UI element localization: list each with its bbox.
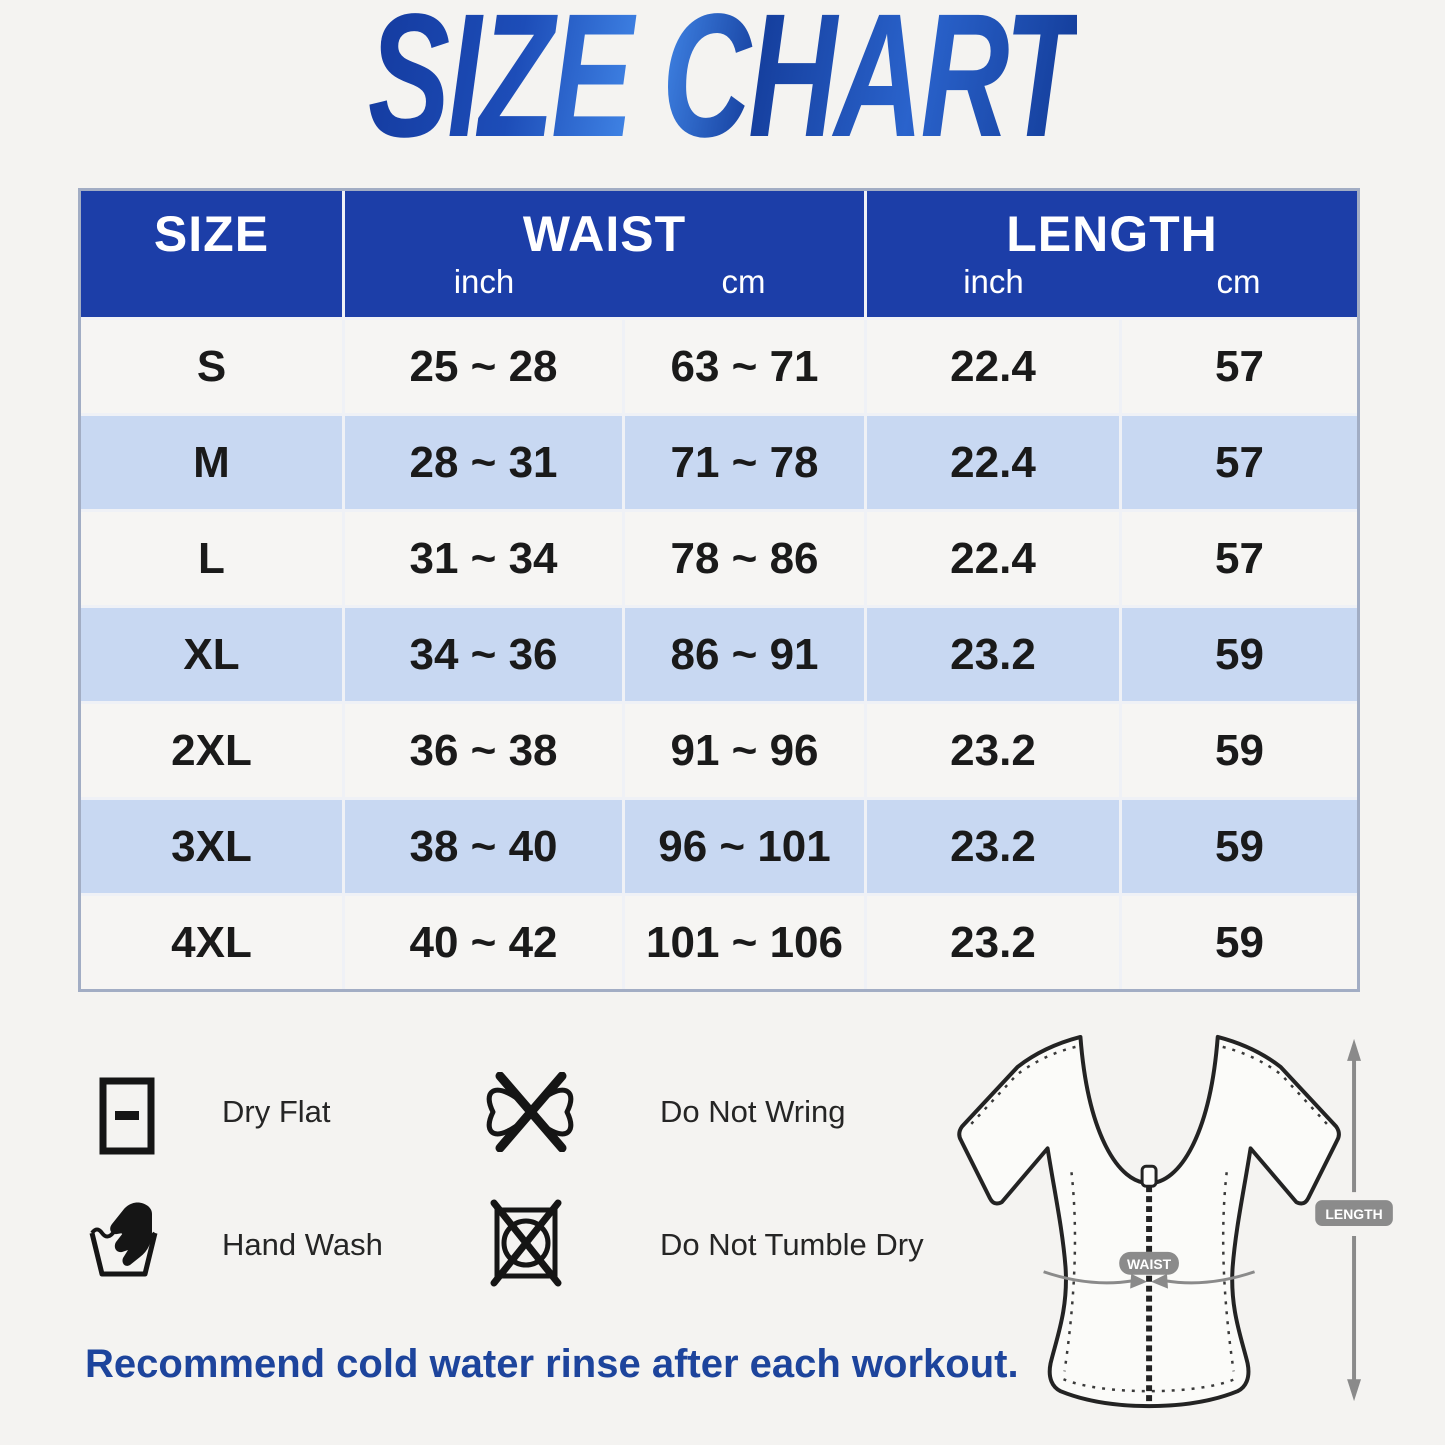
length-unit-inch: inch xyxy=(963,263,1024,300)
cell-waist-inch: 31 ~ 34 xyxy=(345,512,622,605)
waist-unit-cm: cm xyxy=(721,263,766,300)
cell-length-cm: 59 xyxy=(1122,800,1357,893)
cell-waist-cm: 86 ~ 91 xyxy=(625,608,864,701)
cell-waist-inch: 38 ~ 40 xyxy=(345,800,622,893)
page-title: SIZE CHART xyxy=(368,0,1080,164)
cell-waist-cm: 78 ~ 86 xyxy=(625,512,864,605)
hand-wash-icon xyxy=(88,1200,158,1278)
waist-unit-inch: inch xyxy=(453,263,515,300)
cell-size: M xyxy=(81,416,342,509)
zipper-pull xyxy=(1140,1164,1158,1188)
cell-waist-cm: 101 ~ 106 xyxy=(625,896,864,989)
cell-size: L xyxy=(81,512,342,605)
table-header-length: LENGTH inch cm xyxy=(867,191,1357,317)
garment-figure: WAIST LENGTH xyxy=(935,1025,1395,1423)
header-waist-units: inch cm xyxy=(345,263,864,301)
waist-badge xyxy=(1119,1251,1179,1275)
cell-waist-cm: 63 ~ 71 xyxy=(625,320,864,413)
dry-flat-icon xyxy=(98,1076,156,1156)
cell-waist-cm: 91 ~ 96 xyxy=(625,704,864,797)
waist-arrows xyxy=(1043,1270,1256,1285)
size-table: SIZE WAIST inch cm LENGTH inch cm S 25 ~… xyxy=(78,188,1360,992)
cell-length-cm: 57 xyxy=(1122,416,1357,509)
cell-size: XL xyxy=(81,608,342,701)
care-label-do-not-wring: Do Not Wring xyxy=(660,1094,846,1129)
do-not-wring-icon xyxy=(478,1071,582,1153)
care-label-dry-flat: Dry Flat xyxy=(222,1094,331,1129)
care-label-do-not-tumble-dry: Do Not Tumble Dry xyxy=(660,1227,924,1262)
cell-length-inch: 22.4 xyxy=(867,512,1119,605)
cell-length-inch: 23.2 xyxy=(867,608,1119,701)
cell-length-cm: 57 xyxy=(1122,320,1357,413)
care-label-hand-wash: Hand Wash xyxy=(222,1227,383,1262)
cell-length-cm: 57 xyxy=(1122,512,1357,605)
cell-waist-inch: 25 ~ 28 xyxy=(345,320,622,413)
cell-waist-cm: 71 ~ 78 xyxy=(625,416,864,509)
cell-waist-inch: 36 ~ 38 xyxy=(345,704,622,797)
header-length-units: inch cm xyxy=(867,263,1357,301)
header-waist-label: WAIST xyxy=(522,206,687,262)
cell-length-inch: 22.4 xyxy=(867,320,1119,413)
cell-length-cm: 59 xyxy=(1122,704,1357,797)
cell-size: 3XL xyxy=(81,800,342,893)
cell-length-inch: 23.2 xyxy=(867,800,1119,893)
cell-waist-inch: 40 ~ 42 xyxy=(345,896,622,989)
length-badge xyxy=(1315,1200,1393,1226)
cell-length-inch: 23.2 xyxy=(867,896,1119,989)
cell-waist-inch: 28 ~ 31 xyxy=(345,416,622,509)
cell-waist-inch: 34 ~ 36 xyxy=(345,608,622,701)
title-wrap: SIZE CHART xyxy=(0,0,1445,164)
cell-length-inch: 23.2 xyxy=(867,704,1119,797)
length-unit-cm: cm xyxy=(1216,263,1261,300)
cell-waist-cm: 96 ~ 101 xyxy=(625,800,864,893)
do-not-tumble-dry-icon xyxy=(489,1198,563,1288)
table-header-size: SIZE xyxy=(81,191,342,317)
header-length-label: LENGTH xyxy=(1006,206,1218,262)
cell-length-cm: 59 xyxy=(1122,608,1357,701)
waist-badge-label: WAIST xyxy=(1127,1256,1172,1272)
length-badge-label: LENGTH xyxy=(1325,1206,1382,1222)
cell-length-inch: 22.4 xyxy=(867,416,1119,509)
care-note: Recommend cold water rinse after each wo… xyxy=(85,1342,1019,1386)
table-header-waist: WAIST inch cm xyxy=(345,191,864,317)
cell-length-cm: 59 xyxy=(1122,896,1357,989)
cell-size: 4XL xyxy=(81,896,342,989)
cell-size: 2XL xyxy=(81,704,342,797)
header-size-label: SIZE xyxy=(153,206,270,262)
cell-size: S xyxy=(81,320,342,413)
length-arrow: LENGTH xyxy=(1315,1038,1393,1402)
